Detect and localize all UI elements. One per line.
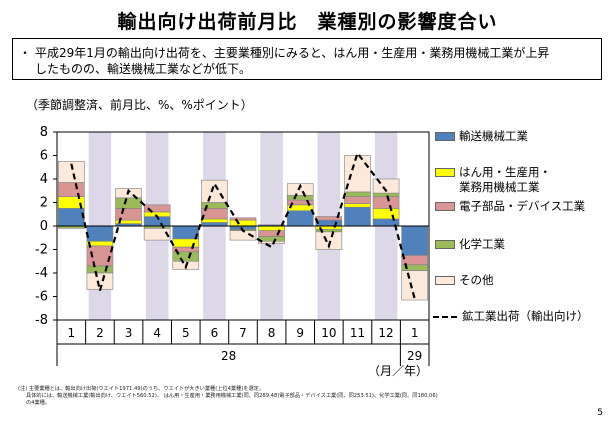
bar-segment [286,210,314,227]
bar-segment [143,228,171,241]
units-label: （季節調整済、前月比、%、%ポイント） [26,98,253,112]
bar-segment [201,222,228,227]
footnote-line-1: (注) 主要業種とは、輸出向け出荷(ウエイト1971.49)のうち、ウエイトが大… [18,386,265,392]
legend-swatch [435,240,455,249]
page-number: 5 [597,408,603,418]
bar-segment [172,238,200,248]
legend-swatch [435,276,455,285]
bar-segment [344,155,371,193]
bar-segment [286,195,314,201]
summary-line-2: したものの、輸送機械工業などが低下。 [35,62,252,76]
y-tick-label: 4 [40,172,48,187]
legend-swatch [435,132,455,141]
bar-segment [315,219,343,227]
footnote-line-3: の4業種。 [26,400,51,406]
legend-label: 電子部品・デバイス工業 [459,199,586,213]
bar-segment [372,192,400,197]
bar-segment [401,225,428,256]
year-label: 28 [221,349,236,363]
legend-label: 化学工業 [459,237,505,251]
x-tick-label: 6 [211,326,219,340]
legend-label: 輸送機械工業 [459,129,528,143]
bar-segment [201,179,228,203]
x-tick-label: 9 [296,326,304,340]
y-tick-label: -4 [35,266,48,281]
bar-segment [115,197,142,209]
bar-segment [143,204,171,213]
x-tick-label: 4 [153,326,161,340]
footnote-line-2: 具体的には、輸送機械工業(輸出向け、ウエイト560.52)、 はん用・生産用・業… [26,393,438,399]
x-tick-label: 11 [350,326,365,340]
y-tick-label: 8 [40,125,48,140]
bar-segment [344,203,371,208]
year-label: 29 [407,349,422,363]
x-tick-label: 5 [182,326,190,340]
y-tick-label: 2 [40,196,48,211]
y-tick-label: -6 [35,290,48,305]
bar-segment [372,208,400,220]
summary-line-1: 平成29年1月の輸出向け出荷を、主要業種別にみると、はん用・生産用・業務用機械工… [35,46,550,60]
legend-label: 業務用機械工業 [459,180,540,194]
bar-segment [372,196,400,209]
legend-label: その他 [459,273,494,287]
summary-box: ・ 平成29年1月の輸出向け出荷を、主要業種別にみると、はん用・生産用・業務用機… [12,38,602,80]
bar-segment [201,218,228,223]
y-tick-label: -2 [35,243,48,258]
bar-segment [258,225,285,231]
bar-segment [115,208,142,221]
bar-segment [315,229,343,233]
legend-swatch [435,202,455,211]
x-tick-label: 1 [411,326,419,340]
x-tick-label: 3 [125,326,133,340]
x-tick-label: 8 [268,326,276,340]
legend-label: はん用・生産用・ [459,165,551,179]
bar-segment [86,225,114,242]
period-label: （月／年） [368,364,429,378]
bar-segment [58,182,85,197]
y-tick-label: 0 [40,219,48,234]
legend-swatch [435,168,455,177]
page-title: 輸出向け出荷前月比 業種別の影響度合い [117,11,498,33]
legend-line-key [433,316,457,318]
bar-segment [172,225,200,240]
bar-segment [58,208,85,227]
y-tick-label: 6 [40,149,48,164]
bar-segment [258,236,285,242]
bar-segment [229,217,257,221]
y-tick-label: -8 [35,313,48,328]
bar-segment [344,191,371,197]
line-series-shipment [70,150,416,300]
bar-segment [258,240,285,244]
x-tick-label: 12 [378,326,393,340]
bar-segment [86,265,114,274]
legend-label-line: 鉱工業出荷（輸出向け） [462,309,589,323]
bar-segment [315,231,343,250]
x-tick-label: 2 [96,326,104,340]
summary-bullet: ・ [19,46,32,60]
bar-segment [58,161,85,183]
x-tick-label: 10 [321,326,336,340]
x-tick-label: 1 [67,326,75,340]
bar-segment [258,230,285,237]
bar-segment [229,219,257,227]
bar-segment [344,196,371,204]
x-tick-label: 7 [239,326,247,340]
bar-segment [344,206,371,227]
